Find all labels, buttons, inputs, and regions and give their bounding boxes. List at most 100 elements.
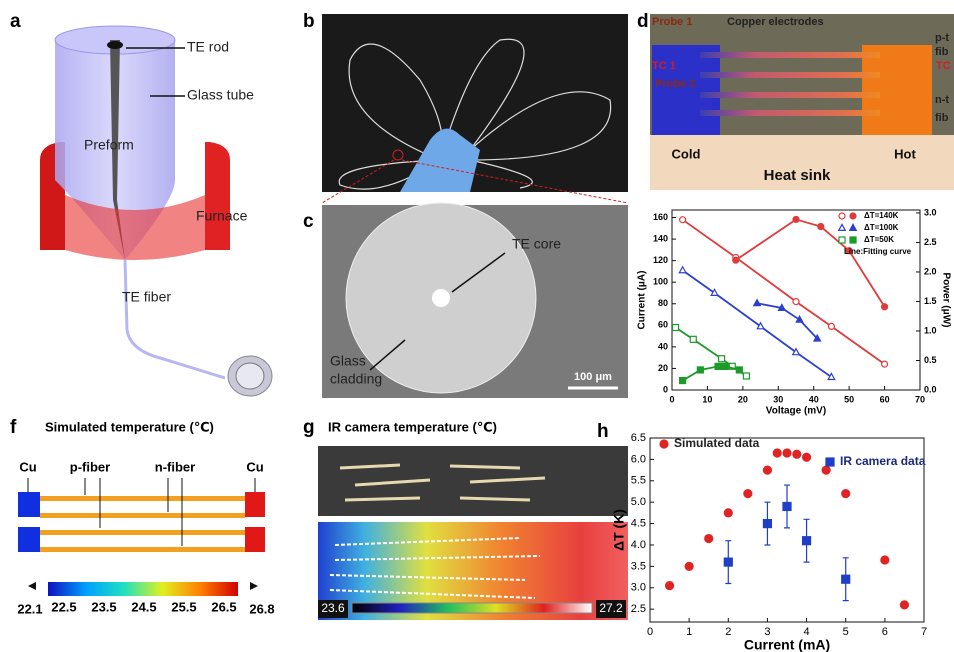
annotation: Line:Fitting curve (844, 247, 912, 256)
x-tick-label: 5 (843, 626, 849, 638)
marker (743, 373, 749, 379)
cu-hot (245, 527, 265, 552)
marker (783, 449, 791, 457)
colorbar (352, 603, 592, 613)
marker (839, 213, 845, 219)
panel-title: Simulated temperature (℃) (45, 419, 214, 434)
y-tick-label: 3.0 (631, 582, 646, 594)
x-tick-label: 60 (880, 394, 890, 404)
label: n-fiber (155, 459, 195, 474)
colorbar-tick: 26.5 (211, 599, 236, 614)
marker (779, 304, 786, 310)
marker (763, 520, 771, 528)
fiber (700, 72, 880, 78)
y-tick-label: 0 (663, 384, 668, 394)
y-tick-label: 40 (658, 341, 668, 351)
x-tick-label: 20 (738, 394, 748, 404)
marker (818, 224, 824, 230)
panel-label: c (303, 211, 314, 232)
legend-label: ΔT=100K (864, 223, 899, 232)
figure: a b c d e f g h TE rod Glass tube Prefor… (0, 0, 954, 652)
furnace-right (205, 142, 230, 250)
label: Probe 1 (652, 16, 692, 28)
y-tick-label: 3.5 (631, 560, 646, 572)
simulation-f: Simulated temperature (℃) Cu p-fiber n-f… (17, 419, 274, 616)
panel-label: f (10, 417, 17, 438)
marker (803, 537, 811, 545)
y2-tick-label: 1.5 (924, 296, 937, 306)
x-tick-label: 6 (882, 626, 888, 638)
marker (793, 216, 799, 222)
marker (783, 502, 791, 510)
label: Glass tube (187, 87, 254, 103)
colorbar (48, 582, 238, 596)
marker (690, 336, 696, 342)
marker (719, 356, 725, 362)
y-tick-label: 60 (658, 320, 668, 330)
y2-tick-label: 1.0 (924, 325, 937, 335)
colorbar-tick: 25.5 (171, 599, 196, 614)
label: TE core (512, 236, 561, 252)
panel-label: g (303, 417, 315, 438)
panel-title: IR camera temperature (℃) (328, 419, 497, 434)
marker (763, 466, 771, 474)
y-tick-label: 5.5 (631, 475, 646, 487)
ir-g: IR camera temperature (℃) 23.6 27.2 (318, 419, 628, 620)
spool-core (236, 363, 264, 389)
marker (882, 361, 888, 367)
cold-block (652, 45, 720, 135)
marker (793, 450, 801, 458)
colorbar-max: 26.8 (249, 601, 274, 616)
fiber (40, 496, 245, 501)
panel-label: a (10, 11, 21, 32)
y-tick-label: 2.5 (631, 603, 646, 615)
marker (666, 582, 674, 590)
x-tick-label: 0 (647, 626, 653, 638)
fiber (700, 110, 880, 116)
label: n-t (935, 94, 949, 106)
core (432, 289, 450, 307)
label: Glass (330, 353, 366, 369)
marker (660, 440, 668, 448)
te-fiber-line (125, 260, 225, 378)
photo-b (322, 14, 628, 203)
marker (826, 458, 834, 466)
marker (842, 490, 850, 498)
marker (715, 363, 721, 369)
y-tick-label: 20 (658, 363, 668, 373)
y-tick-label: 120 (653, 255, 668, 265)
label: Furnace (196, 208, 248, 224)
marker (680, 217, 686, 223)
device-d: Probe 1 Copper electrodes p-t fib TC 1 T… (650, 14, 954, 190)
x-axis-label: Voltage (mV) (766, 406, 826, 417)
label: p-t (935, 32, 949, 44)
colorbar-min: 22.1 (17, 601, 42, 616)
panel-label: d (637, 11, 649, 32)
legend-label: ΔT=50K (864, 235, 894, 244)
marker (839, 224, 846, 230)
cu-cold (18, 492, 40, 517)
label: Copper electrodes (727, 16, 824, 28)
fiber (40, 530, 245, 535)
marker (793, 299, 799, 305)
marker (705, 535, 713, 543)
x-tick-label: 50 (844, 394, 854, 404)
y2-axis-label: Power (μW) (940, 272, 951, 327)
marker (822, 466, 830, 474)
panel-label: h (597, 421, 609, 442)
series-line (757, 303, 817, 338)
x-tick-label: 40 (809, 394, 819, 404)
schematic-a: TE rod Glass tube Preform Furnace TE fib… (40, 26, 272, 396)
label: Cu (246, 459, 263, 474)
scale-label: 100 μm (574, 371, 612, 383)
colorbar-tick: 24.5 (131, 599, 156, 614)
label: p-fiber (70, 459, 110, 474)
cu-cold (18, 527, 40, 552)
colorbar-min: 23.6 (321, 601, 345, 615)
marker (736, 367, 742, 373)
label: Cu (19, 459, 36, 474)
y-tick-label: 80 (658, 298, 668, 308)
marker (828, 323, 834, 329)
cu-hot (245, 492, 265, 517)
series-line (683, 366, 740, 380)
